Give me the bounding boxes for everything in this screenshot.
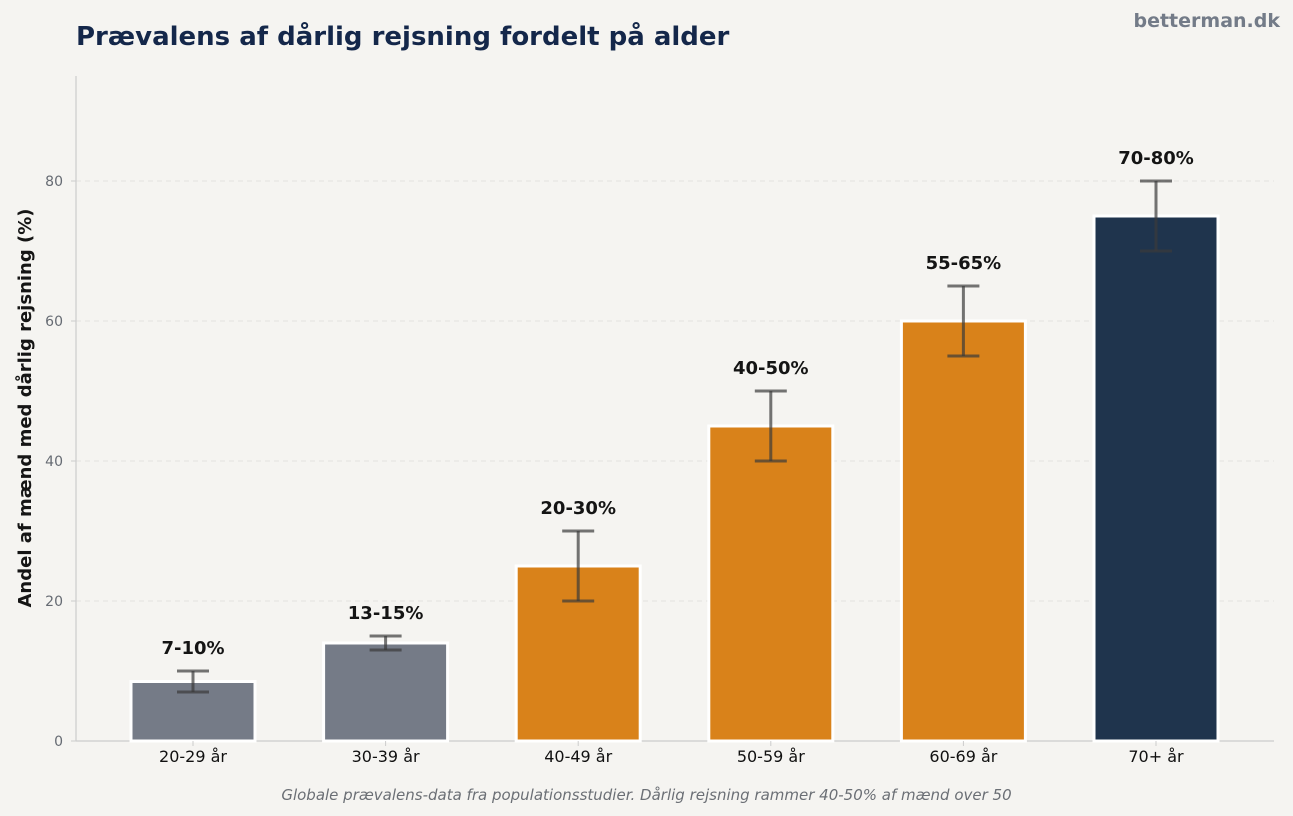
x-tick-label: 40-49 år	[544, 747, 612, 766]
x-tick-label: 50-59 år	[737, 747, 805, 766]
chart-caption: Globale prævalens-data fra populationsst…	[281, 786, 1012, 804]
data-label: 40-50%	[733, 358, 809, 379]
y-tick-label: 40	[45, 454, 63, 470]
data-label: 7-10%	[161, 638, 224, 659]
x-tick-label: 60-69 år	[929, 747, 997, 766]
chart-title: Prævalens af dårlig rejsning fordelt på …	[76, 22, 730, 52]
y-tick-label: 20	[45, 594, 63, 610]
x-tick-label: 70+ år	[1128, 747, 1184, 766]
brand-watermark: betterman.dk	[1133, 10, 1280, 32]
bar	[707, 424, 835, 743]
y-tick-label: 80	[45, 174, 63, 190]
y-axis-label: Andel af mænd med dårlig rejsning (%)	[14, 208, 36, 607]
y-tick-label: 60	[45, 314, 63, 330]
bar	[1092, 214, 1220, 743]
data-label: 55-65%	[926, 253, 1002, 274]
x-tick-label: 20-29 år	[159, 747, 227, 766]
data-label: 70-80%	[1118, 148, 1194, 169]
bar	[899, 319, 1027, 743]
x-tick-label: 30-39 år	[352, 747, 420, 766]
bar	[322, 641, 450, 743]
data-label: 20-30%	[540, 498, 616, 519]
data-label: 13-15%	[348, 603, 424, 624]
y-tick-label: 0	[54, 734, 63, 750]
